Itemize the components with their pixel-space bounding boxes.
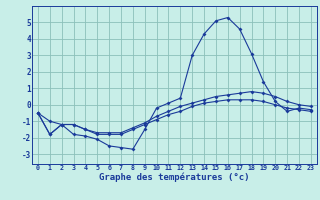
X-axis label: Graphe des températures (°c): Graphe des températures (°c) (99, 172, 250, 182)
